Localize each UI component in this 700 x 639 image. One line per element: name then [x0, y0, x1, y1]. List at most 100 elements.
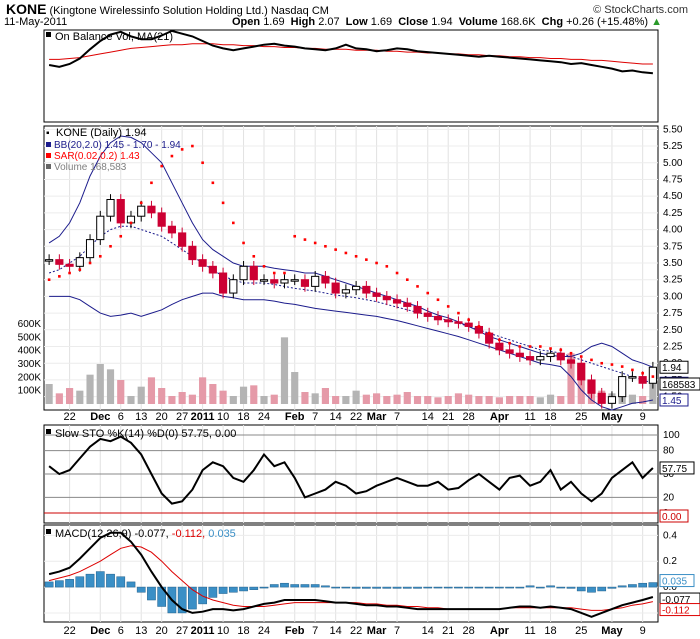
macd-hist-bar	[443, 586, 453, 589]
candle-body	[208, 265, 217, 274]
macd-hist-bar	[208, 586, 218, 598]
candle-body	[290, 279, 299, 282]
macd-hist-bar	[290, 584, 300, 588]
sar-dot	[232, 221, 235, 225]
price-y-tick: 3.75	[663, 241, 683, 252]
macd-x-tick: Feb	[285, 625, 305, 637]
macd-hist-bar	[136, 586, 146, 593]
price-x-tick: May	[601, 411, 623, 423]
macd-hist-bar	[546, 585, 555, 588]
sar-dot	[620, 365, 624, 368]
macd-x-tick: 27	[176, 625, 188, 637]
sar-dot	[221, 201, 225, 205]
volume-bar	[495, 397, 503, 404]
sar-dot	[631, 368, 634, 372]
macd-hist-last-label-box	[659, 574, 695, 588]
candle-body	[382, 295, 391, 301]
price-panel-frame	[43, 125, 659, 411]
volume-bar	[76, 390, 84, 404]
macd-hist-bar	[55, 580, 64, 588]
obv-title: On Balance Vol, MA(21)	[55, 31, 173, 43]
sar-dot	[334, 248, 337, 251]
volume-bar	[188, 394, 196, 404]
price-x-tick: 9	[640, 411, 646, 423]
price-y-tick: 4.25	[663, 208, 683, 219]
sar-dot	[457, 311, 460, 315]
candle-body	[495, 342, 504, 351]
volume-bar	[311, 393, 319, 404]
sto-k-line	[48, 435, 654, 505]
company-name: (Kingtone Wirelessinfo Solution Holding …	[49, 5, 268, 17]
volume-bar	[260, 396, 268, 404]
price-y-tick: 3.00	[663, 291, 683, 302]
sto-d-last-label-box	[659, 509, 689, 523]
candle-body	[341, 289, 350, 294]
macd-hist-bar	[85, 573, 95, 588]
price-y-tick: 3.50	[663, 258, 683, 269]
sar-dot	[58, 275, 61, 278]
candle-body	[536, 356, 545, 361]
macd-hist-bar	[198, 586, 207, 605]
sar-dot	[47, 278, 51, 281]
sto-y-tick: 100	[663, 430, 680, 441]
macd-last-label: -0.077	[662, 595, 691, 606]
macd-x-tick: 28	[463, 625, 475, 637]
macd-hist-bar	[454, 586, 463, 589]
price-x-tick: 28	[463, 411, 475, 423]
volume-y-tick: 100K	[18, 386, 42, 397]
macd-hist-bar	[75, 576, 85, 588]
sar-dot	[303, 238, 307, 241]
sar-dot	[385, 265, 389, 268]
macd-hist-bar	[188, 586, 197, 610]
ticker-symbol: KONE	[6, 1, 47, 17]
volume-bar	[352, 390, 360, 404]
price-x-tick: 13	[135, 411, 147, 423]
candle-body	[618, 376, 627, 398]
volume-bar	[199, 377, 207, 404]
candle-body	[331, 282, 340, 294]
price-y-tick: 3.25	[663, 275, 683, 286]
sar-dot	[610, 363, 614, 366]
sar-dot	[354, 255, 358, 258]
macd-x-tick: 22	[350, 625, 362, 637]
sar-dot	[651, 375, 655, 378]
macd-title-part: -0.112,	[169, 528, 206, 540]
low-label: Low	[345, 16, 368, 28]
volume-bar	[567, 353, 575, 404]
price-legend-entry: Volume 168,583	[54, 162, 127, 173]
sar-dot	[528, 345, 532, 348]
candle-body	[352, 285, 361, 291]
candle-body	[566, 359, 576, 364]
candle-body	[372, 292, 381, 297]
volume-bar	[577, 377, 585, 404]
obv-line	[48, 29, 653, 75]
sar-dot	[446, 305, 450, 308]
sar-dot	[405, 278, 409, 281]
price-x-tick: 18	[544, 411, 556, 423]
candle-body	[444, 319, 453, 323]
candle-body	[249, 265, 258, 281]
volume-bar	[628, 394, 636, 404]
last-price-label-box	[659, 360, 689, 374]
price-y-tick: 4.00	[663, 225, 683, 236]
candle-body	[505, 349, 514, 354]
volume-bar	[516, 396, 524, 404]
candle-body	[188, 245, 197, 261]
macd-hist-bar	[484, 586, 494, 589]
macd-title: MACD(12,26,9) -0.077, -0.112, 0.035	[55, 528, 236, 540]
macd-hist-bar	[607, 586, 617, 589]
macd-hist-bar	[566, 586, 576, 589]
bb-lower-last-label-box	[659, 393, 689, 407]
volume-bar	[178, 392, 186, 404]
price-legend-swatch	[46, 142, 51, 147]
sar-dot	[283, 271, 286, 275]
candle-body	[219, 272, 228, 294]
macd-hist-bar	[147, 586, 156, 601]
macd-panel-frame	[43, 524, 659, 623]
sar-dot	[365, 258, 368, 261]
candle-body	[96, 215, 105, 241]
price-x-tick: 6	[118, 411, 124, 423]
price-legend-swatch	[46, 153, 51, 158]
price-x-tick: 7	[394, 411, 400, 423]
macd-hist-bar	[351, 586, 361, 589]
